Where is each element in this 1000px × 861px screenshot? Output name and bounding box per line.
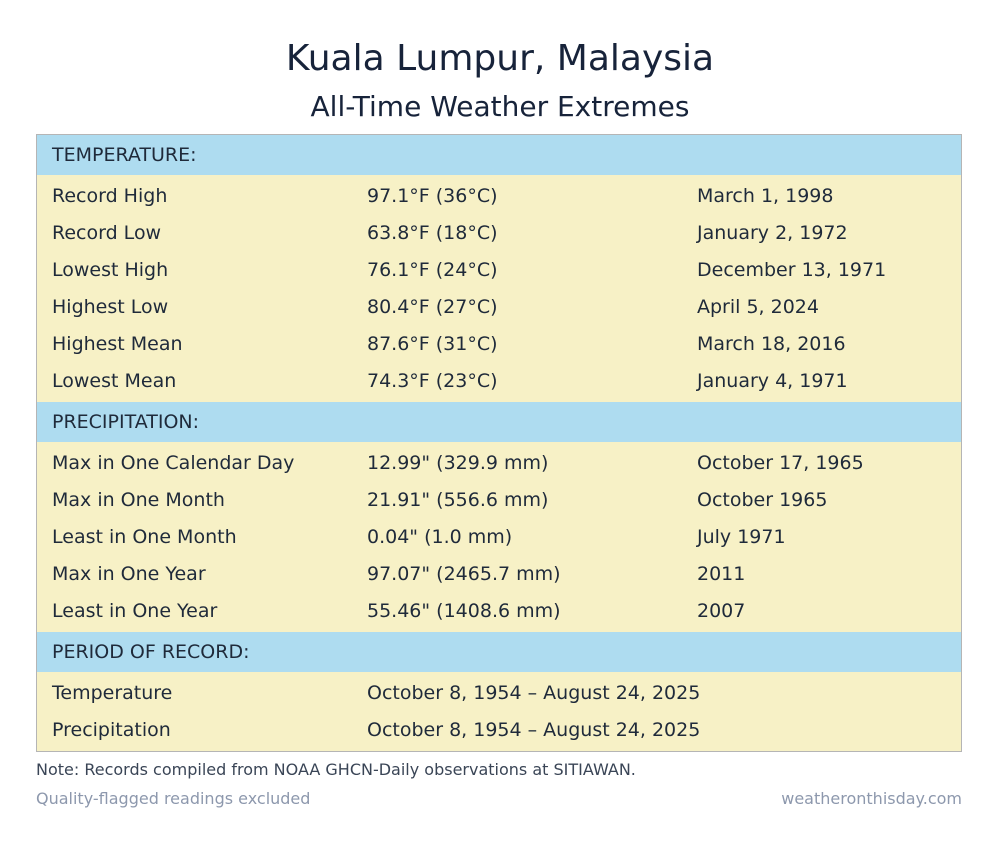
row-label: Record High <box>52 185 168 207</box>
page-title: Kuala Lumpur, Malaysia <box>285 38 715 79</box>
table-row: Lowest Mean 74.3°F (23°C) January 4, 1971 <box>37 363 961 400</box>
extremes-table: TEMPERATURE: Record High 97.1°F (36°C) Mar… <box>36 134 962 752</box>
table-row: Highest Low 80.4°F (27°C) April 5, 2024 <box>37 289 961 326</box>
row-label: Least in One Year <box>52 600 218 622</box>
table-row: Record High 97.1°F (36°C) March 1, 1998 <box>37 178 961 215</box>
row-value: 97.07" (2465.7 mm) <box>367 563 561 585</box>
table-row: Max in One Calendar Day 12.99" (329.9 mm)… <box>37 445 961 482</box>
row-label: Highest Mean <box>52 333 183 355</box>
row-label: Max in One Calendar Day <box>52 452 295 474</box>
row-label: Record Low <box>52 222 162 244</box>
row-value: 63.8°F (18°C) <box>367 222 498 244</box>
footer-site-credit: weatheronthisday.com <box>781 789 962 808</box>
row-value: October 8, 1954 – August 24, 2025 <box>367 719 701 741</box>
row-date: October 17, 1965 <box>697 452 864 474</box>
table-row: Temperature October 8, 1954 – August 24, … <box>37 675 961 712</box>
row-date: April 5, 2024 <box>697 296 819 318</box>
row-value: 21.91" (556.6 mm) <box>367 489 549 511</box>
footer-flag-note: Quality-flagged readings excluded <box>36 789 311 808</box>
row-value: 0.04" (1.0 mm) <box>367 526 513 548</box>
row-label: Max in One Month <box>52 489 225 511</box>
row-date: January 2, 1972 <box>697 222 848 244</box>
table-row: Precipitation October 8, 1954 – August 24… <box>37 712 961 749</box>
row-date: January 4, 1971 <box>697 370 848 392</box>
row-date: 2011 <box>697 563 746 585</box>
row-value: 74.3°F (23°C) <box>367 370 498 392</box>
table-row: Lowest High 76.1°F (24°C) December 13, 197… <box>37 252 961 289</box>
row-date: March 18, 2016 <box>697 333 846 355</box>
table-row: Least in One Month 0.04" (1.0 mm) July 197… <box>37 519 961 556</box>
row-value: 55.46" (1408.6 mm) <box>367 600 561 622</box>
row-date: July 1971 <box>697 526 786 548</box>
footer-note: Note: Records compiled from NOAA GHCN-Da… <box>36 760 636 779</box>
row-label: Temperature <box>52 682 173 704</box>
table-row: Max in One Year 97.07" (2465.7 mm) 2011 <box>37 556 961 593</box>
precipitation-rows: Max in One Calendar Day 12.99" (329.9 mm)… <box>37 442 961 632</box>
row-value: 97.1°F (36°C) <box>367 185 498 207</box>
page-subtitle: All-Time Weather Extremes <box>310 90 690 123</box>
section-header-temperature: TEMPERATURE: <box>37 135 961 175</box>
table-row: Highest Mean 87.6°F (31°C) March 18, 2016 <box>37 326 961 363</box>
row-label: Least in One Month <box>52 526 237 548</box>
row-label: Precipitation <box>52 719 171 741</box>
table-row: Record Low 63.8°F (18°C) January 2, 1972 <box>37 215 961 252</box>
temperature-rows: Record High 97.1°F (36°C) March 1, 1998 Re… <box>37 175 961 402</box>
row-value: 12.99" (329.9 mm) <box>367 452 549 474</box>
period-rows: Temperature October 8, 1954 – August 24, … <box>37 672 961 751</box>
row-date: March 1, 1998 <box>697 185 834 207</box>
row-value: 87.6°F (31°C) <box>367 333 498 355</box>
row-label: Lowest Mean <box>52 370 177 392</box>
section-header-precipitation: PRECIPITATION: <box>37 402 961 442</box>
row-label: Lowest High <box>52 259 169 281</box>
row-label: Highest Low <box>52 296 169 318</box>
table-row: Max in One Month 21.91" (556.6 mm) October… <box>37 482 961 519</box>
row-value: October 8, 1954 – August 24, 2025 <box>367 682 701 704</box>
row-value: 76.1°F (24°C) <box>367 259 498 281</box>
row-value: 80.4°F (27°C) <box>367 296 498 318</box>
row-date: 2007 <box>697 600 746 622</box>
row-date: October 1965 <box>697 489 828 511</box>
row-date: December 13, 1971 <box>697 259 887 281</box>
section-header-period: PERIOD OF RECORD: <box>37 632 961 672</box>
row-label: Max in One Year <box>52 563 206 585</box>
table-row: Least in One Year 55.46" (1408.6 mm) 2007 <box>37 593 961 630</box>
